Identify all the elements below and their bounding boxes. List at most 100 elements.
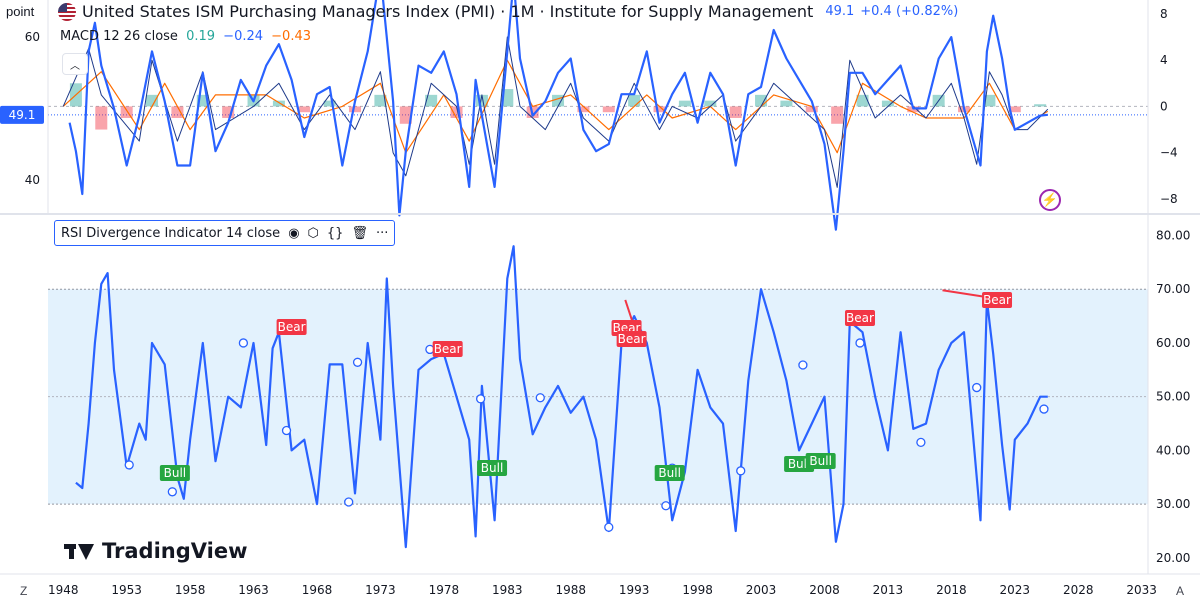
right-tick-label: 0: [1160, 99, 1168, 113]
macd-legend[interactable]: MACD 12 26 close 0.19 −0.24 −0.43: [60, 29, 311, 44]
rsi-line: [75, 245, 1048, 549]
histogram-bar: [1034, 104, 1047, 107]
histogram-bar: [780, 100, 793, 107]
signal-marker: [238, 338, 249, 348]
rsi-tick-label: 30.00: [1156, 497, 1190, 511]
more-icon[interactable]: ···: [375, 225, 389, 241]
signal-marker: [124, 460, 134, 470]
bull-label: [159, 465, 190, 481]
bear-label: [982, 292, 1013, 308]
pmi-line: [68, 0, 1048, 231]
price-tag: [0, 105, 44, 124]
x-tick-label: 1968: [302, 583, 333, 597]
signal-marker: [972, 382, 982, 393]
histogram-bar: [704, 100, 717, 107]
x-tick-label: 1978: [429, 583, 460, 597]
signal-marker: [736, 466, 746, 476]
bear-label: [432, 341, 463, 357]
macd-line: [62, 36, 1049, 188]
price-tag-text: 49.1: [9, 108, 36, 122]
histogram-bar: [552, 94, 565, 107]
histogram-bar: [881, 100, 894, 107]
signal-marker: [1039, 404, 1049, 414]
right-tick-label: 4: [1160, 53, 1168, 67]
rsi-tick-label: 70.00: [1156, 282, 1190, 296]
last-value: 49.1: [825, 4, 855, 19]
signal-marker: [167, 487, 177, 497]
right-tick-label: −8: [1160, 192, 1178, 206]
bear-label-text: Bear: [618, 332, 646, 346]
histogram-bar: [399, 106, 412, 124]
auto-scale-button[interactable]: A: [1176, 584, 1185, 598]
histogram-bar: [298, 106, 311, 113]
settings-icon[interactable]: ⬡: [307, 225, 319, 241]
bull-label-text: Bull: [481, 461, 504, 475]
histogram-bar: [146, 94, 159, 107]
bear-label-text: Bear: [846, 311, 874, 325]
price-change: +0.4 (+0.82%): [860, 4, 959, 19]
bull-label: [805, 453, 836, 469]
chart-title-row: United States ISM Purchasing Managers In…: [58, 2, 958, 21]
rsi-legend[interactable]: RSI Divergence Indicator 14 close ◉ ⬡ {}…: [54, 220, 396, 246]
histogram-bar: [653, 106, 666, 113]
bull-label: [654, 465, 685, 481]
histogram-bar: [425, 94, 438, 107]
left-tick-label: 40: [25, 173, 40, 187]
macd-histogram: [69, 83, 1047, 130]
x-tick-label: 1993: [619, 583, 650, 597]
eye-icon[interactable]: ◉: [288, 225, 300, 241]
histogram-bar: [1008, 106, 1021, 113]
chevron-up-icon: ︿: [70, 60, 80, 72]
bear-label-text: Bear: [278, 320, 306, 334]
chart-title[interactable]: United States ISM Purchasing Managers In…: [82, 2, 814, 21]
histogram-bar: [374, 94, 387, 107]
bear-label: [616, 331, 647, 347]
signal-marker: [661, 501, 671, 511]
x-tick-label: 2033: [1126, 583, 1157, 597]
source-code-icon[interactable]: {}: [326, 225, 344, 241]
x-tick-label: 2008: [809, 583, 840, 597]
x-tick-label: 1963: [238, 583, 269, 597]
x-tick-label: 1953: [111, 583, 142, 597]
histogram-bar: [120, 106, 133, 118]
histogram-bar: [805, 106, 818, 113]
macd-signal-value: −0.43: [271, 29, 311, 44]
lightning-icon[interactable]: ⚡: [1039, 189, 1061, 211]
bear-label: [844, 310, 875, 326]
macd-value: −0.24: [223, 29, 264, 44]
histogram-bar: [171, 106, 184, 118]
histogram-bar: [729, 106, 742, 118]
rsi-tick-label: 80.00: [1156, 228, 1190, 242]
rsi-label: RSI Divergence Indicator 14 close: [61, 225, 281, 241]
x-tick-label: 1973: [365, 583, 396, 597]
bull-label-text: Bull: [164, 466, 187, 480]
bull-label-text: Bull: [809, 454, 832, 468]
logo-text: TradingView: [102, 539, 248, 563]
signal-marker: [604, 522, 614, 532]
histogram-bar: [831, 106, 844, 124]
macd-hist-value: 0.19: [186, 29, 216, 44]
histogram-bar: [323, 100, 336, 107]
signal-marker: [475, 394, 486, 404]
histogram-bar: [856, 94, 869, 107]
x-tick-label: 1958: [175, 583, 206, 597]
trash-icon[interactable]: 🗑: [351, 225, 368, 241]
bear-label-text: Bear: [983, 293, 1011, 307]
right-tick-label: 8: [1160, 7, 1168, 21]
zoom-toggle-button[interactable]: Z: [20, 584, 28, 598]
x-tick-label: 2003: [746, 583, 777, 597]
tradingview-mark-icon: [64, 542, 94, 560]
histogram-bar: [475, 94, 488, 107]
x-tick-label: 2023: [1000, 583, 1031, 597]
histogram-bar: [628, 94, 641, 107]
x-tick-label: 2013: [873, 583, 904, 597]
x-tick-label: 1983: [492, 583, 523, 597]
right-tick-label: −4: [1160, 146, 1178, 160]
unit-label: point: [6, 4, 35, 19]
collapse-legend-button[interactable]: ︿: [62, 53, 88, 75]
signal-marker: [535, 393, 545, 403]
signal-marker: [352, 357, 363, 367]
us-flag-icon: [58, 2, 76, 21]
